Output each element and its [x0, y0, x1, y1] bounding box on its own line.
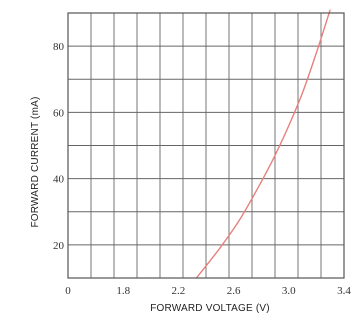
x-axis-label: FORWARD VOLTAGE (V)	[150, 303, 270, 314]
plot-frame	[67, 12, 345, 279]
x-tick-label: 3.4	[337, 285, 351, 297]
grid	[68, 13, 344, 278]
y-tick-label: 40	[53, 174, 65, 186]
y-tick-label: 80	[53, 41, 65, 53]
x-tick-label: 2.6	[227, 285, 241, 297]
x-tick-label: 3.0	[282, 285, 296, 297]
y-tick-label: 60	[53, 107, 65, 119]
x-tick-labels: 0 1.8 2.2 2.6 3.0 3.4	[65, 285, 351, 297]
x-tick-label: 0	[65, 285, 71, 297]
y-tick-label: 20	[53, 240, 65, 252]
x-tick-label: 1.8	[116, 285, 130, 297]
x-tick-label: 2.2	[172, 285, 186, 297]
y-tick-labels: 20 40 60 80	[53, 41, 65, 252]
series-layer	[195, 9, 331, 278]
series-line	[195, 9, 331, 278]
y-axis-label: FORWARD CURRENT (mA)	[30, 96, 41, 227]
